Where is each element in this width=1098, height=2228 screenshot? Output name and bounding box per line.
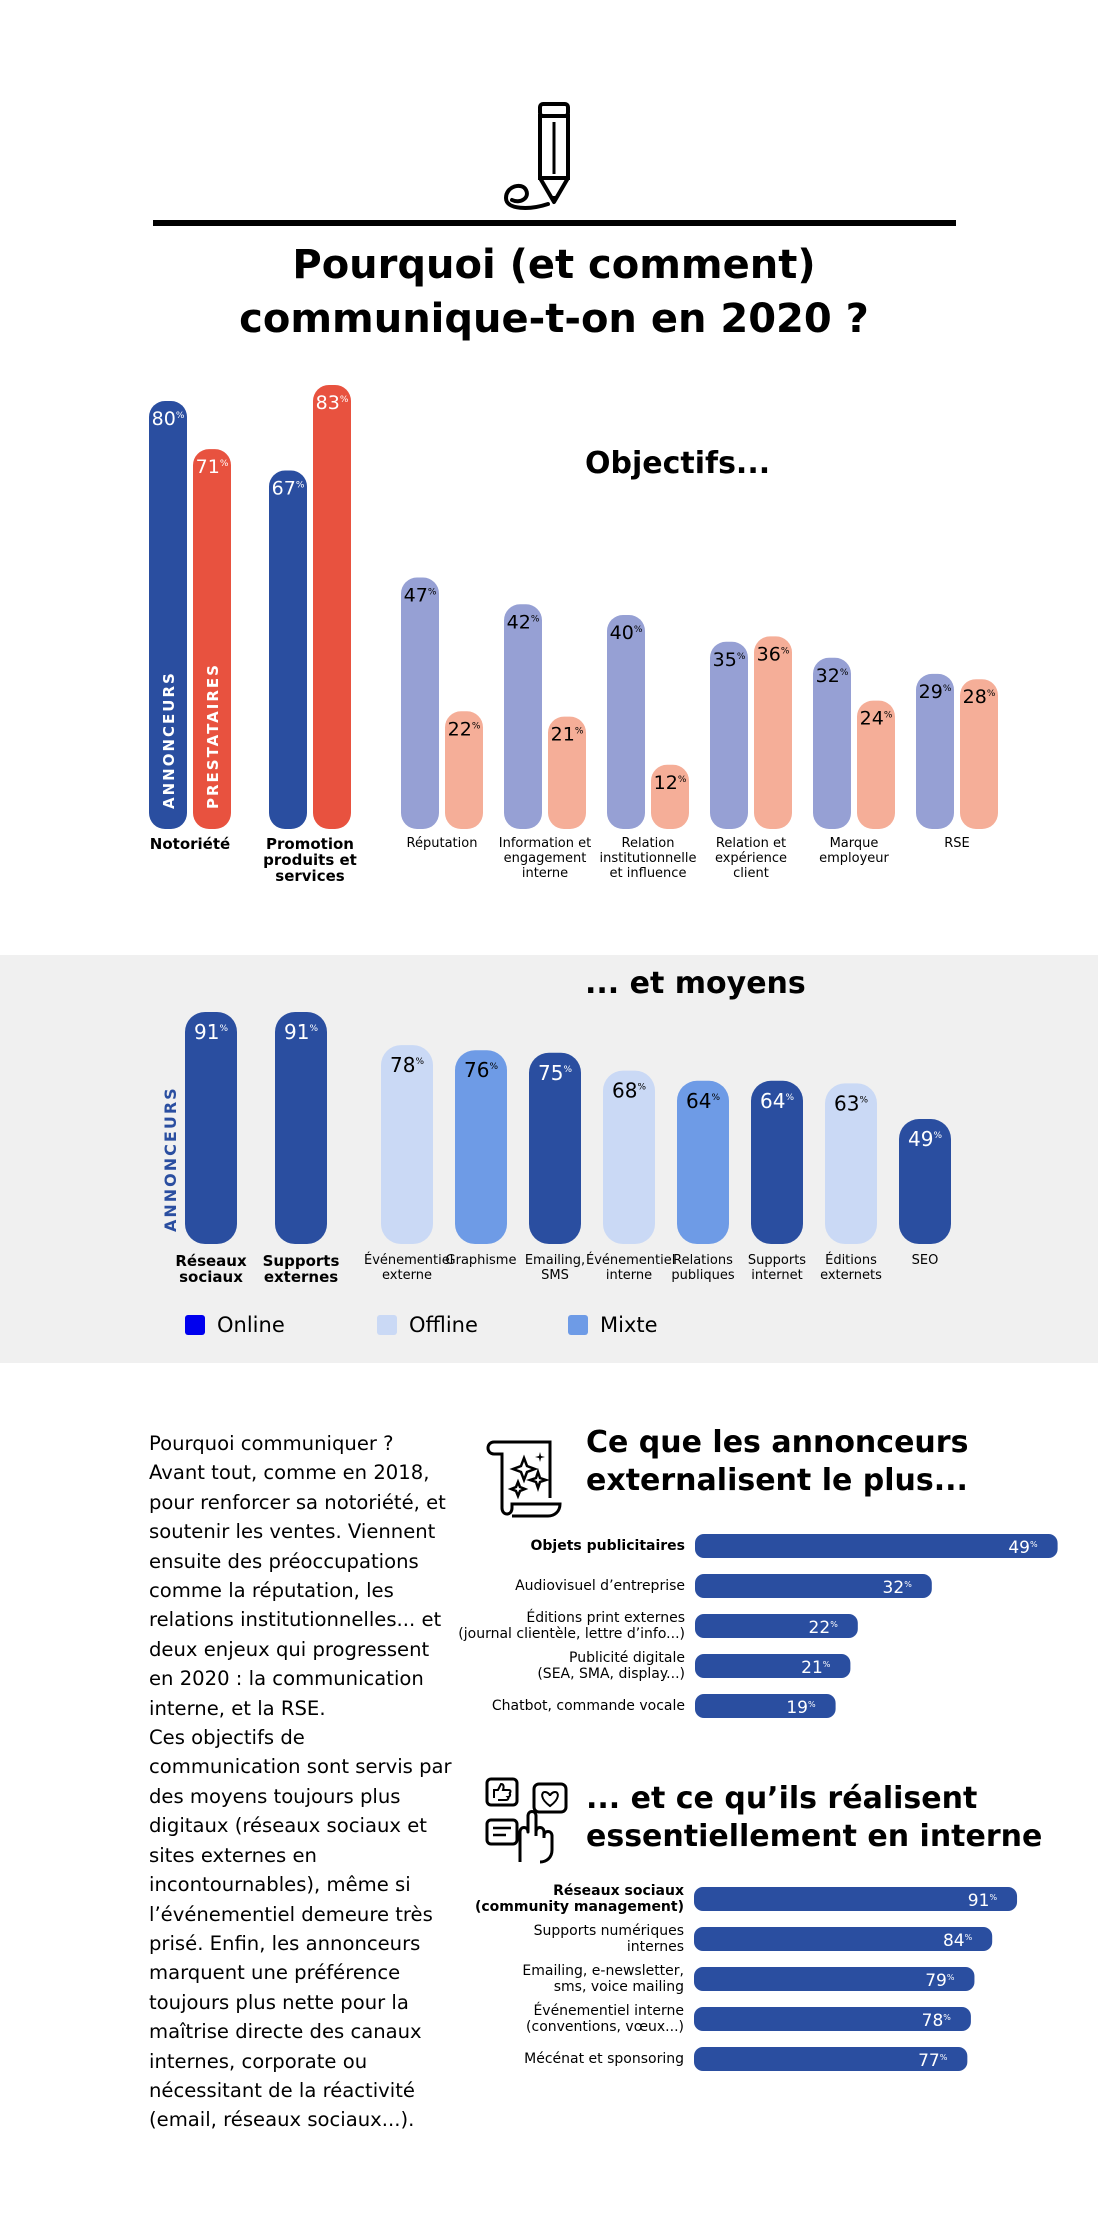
objectifs-bar-prestataires-relation-institutionnelle-et-influence [651,764,689,829]
moyens-label-evenementiel-interne: Événementiel interne [586,1253,676,1283]
moyens-label-supports-externes: Supports externes [262,1252,340,1286]
moyens-bar-evenementiel-externe [381,1045,433,1244]
objectifs-bar-annonceurs-marque-employeur [813,657,851,829]
objectifs-bar-prestataires-promotion-produits-et-services [313,384,351,829]
legend-swatch-online [185,1315,205,1335]
objectifs-bar-prestataires-marque-employeur [857,700,895,829]
moyens-bar-editions-externets [825,1083,877,1244]
objectifs-label-marque-employeur: Marque employeur [819,836,889,866]
interne-bar-supports-numeriques-internes [694,1927,993,1951]
legend-label-mixte: Mixte [600,1313,658,1337]
page-title: Pourquoi (et comment) communique-t-on en… [149,238,959,346]
objectifs-bar-annonceurs-notoriete [149,401,187,829]
objectifs-bar-annonceurs-relation-institutionnelle-et-influence [607,615,645,829]
moyens-title: ... et moyens [585,966,806,1001]
header-divider [153,220,956,226]
legend-swatch-offline [377,1315,397,1335]
objectifs-bar-prestataires-information-et-engagement-interne [548,716,586,829]
externalisent-title: Ce que les annonceurs externalisent le p… [586,1424,968,1500]
intro-paragraph: Pourquoi communiquer ? Avant tout, comme… [149,1432,452,2132]
moyens-label-editions-externets: Éditions externets [820,1253,882,1283]
moyens-bar-graphisme [455,1050,507,1244]
objectifs-bar-prestataires-notoriete [193,449,231,829]
interne-bar-reseaux-sociaux-community-management [694,1887,1018,1911]
moyens-bar-supports-externes [275,1011,327,1244]
objectifs-label-relation-institutionnelle-et-influence: Relation institutionnelle et influence [599,836,697,881]
interne-label-mecenat-et-sponsoring: Mécénat et sponsoring [524,2051,684,2067]
objectifs-series-label-annonceurs: ANNONCEURS [160,671,178,809]
externalisent-bar-editions-print-externes-journal-clientele-lettre-d-info [695,1614,858,1638]
interne-chart: 91%84%79%78%77% [694,1887,1018,2071]
page-title-line1: Pourquoi (et comment) [292,242,816,288]
moyens-label-relations-publiques: Relations publiques [671,1253,735,1283]
scroll-sparkles-icon [484,1436,568,1524]
legend-online: Online [185,1312,285,1338]
externalisent-label-objets-publicitaires: Objets publicitaires [530,1538,686,1554]
moyens-value-evenementiel-externe: 78% [390,1053,424,1077]
interne-title-line1: ... et ce qu’ils réalisent [586,1781,978,1816]
moyens-label-seo: SEO [911,1253,939,1268]
moyens-bar-supports-internet [751,1080,803,1244]
objectifs-label-relation-et-experience-client: Relation et expérience client [714,836,788,881]
objectifs-label-rse: RSE [944,836,970,851]
moyens-label-graphisme: Graphisme [445,1253,517,1268]
moyens-label-evenementiel-externe: Événementiel externe [364,1253,454,1283]
moyens-bar-reseaux-sociaux [185,1011,237,1244]
objectifs-bar-annonceurs-information-et-engagement-interne [504,604,542,829]
objectifs-label-information-et-engagement-interne: Information et engagement interne [498,836,592,881]
legend-label-offline: Offline [409,1313,478,1337]
externalisent-label-chatbot-commande-vocale: Chatbot, commande vocale [491,1698,685,1714]
page-title-line2: communique-t-on en 2020 ? [239,296,869,342]
interne-bar-emailing-e-newsletter-sms-voice-mailing [694,1967,975,1991]
objectifs-bar-annonceurs-promotion-produits-et-services [269,470,307,829]
externalisent-chart: 49%32%22%21%19% [695,1534,1058,1718]
interne-label-reseaux-sociaux-community-management: Réseaux sociaux (community management) [474,1883,684,1915]
interne-label-supports-numeriques-internes: Supports numériques internes [533,1923,684,1955]
objectifs-chart: 80%ANNONCEURS71%PRESTATAIRES67%83%47%22%… [149,384,998,829]
social-media-hand-icon [484,1776,570,1868]
legend-swatch-mixte [568,1315,588,1335]
externalisent-label-publicite-digitale-sea-sma-display: Publicité digitale (SEA, SMA, display...… [537,1650,685,1682]
moyens-side-label: ANNONCEURS [161,1086,180,1232]
objectifs-label-notoriete: Notoriété [149,835,231,853]
objectifs-title: Objectifs... [585,446,771,481]
moyens-bar-seo [899,1119,951,1244]
externalisent-bar-audiovisuel-d-entreprise [695,1574,932,1598]
objectifs-bar-prestataires-rse [960,679,998,829]
objectifs-bar-annonceurs-reputation [401,577,439,829]
moyens-chart: 91% 91%78% 76% 75%68%64% 64% 63%49%ANNONCEURS [161,1011,951,1244]
legend-mixte: Mixte [568,1312,658,1338]
externalisent-label-editions-print-externes-journal-clientele-lettre-d-info: Éditions print externes (journal clientè… [458,1610,685,1642]
objectifs-series-label-prestataires: PRESTATAIRES [204,663,222,809]
moyens-bar-evenementiel-interne [603,1070,655,1244]
moyens-label-emailing-sms: Emailing, SMS [524,1253,586,1283]
objectifs-bar-annonceurs-relation-et-experience-client [710,641,748,829]
objectifs-bar-annonceurs-rse [916,673,954,829]
externalisent-title-line1: Ce que les annonceurs [586,1425,969,1460]
objectifs-label-reputation: Réputation [406,836,478,851]
objectifs-label-promotion-produits-et-services: Promotion produits et services [263,835,357,885]
interne-label-emailing-e-newsletter-sms-voice-mailing: Emailing, e-newsletter, sms, voice maili… [522,1963,684,1995]
moyens-label-reseaux-sociaux: Réseaux sociaux [175,1252,247,1286]
interne-bar-mecenat-et-sponsoring [694,2047,968,2071]
interne-label-evenementiel-interne-conventions-v-ux: Événementiel interne (conventions, vœux.… [526,2003,684,2035]
externalisent-title-line2: externalisent le plus... [586,1463,968,1498]
interne-title-line2: essentiellement en interne [586,1819,1043,1854]
objectifs-bar-prestataires-reputation [445,711,483,829]
legend-label-online: Online [217,1313,285,1337]
externalisent-bar-publicite-digitale-sea-sma-display [695,1654,851,1678]
externalisent-label-audiovisuel-d-entreprise: Audiovisuel d’entreprise [515,1578,685,1594]
legend-offline: Offline [377,1312,478,1338]
pen-writing-icon [500,98,580,216]
interne-title: ... et ce qu’ils réalisent essentielleme… [586,1780,1042,1856]
externalisent-bar-chatbot-commande-vocale [695,1694,836,1718]
interne-bar-evenementiel-interne-conventions-v-ux [694,2007,971,2031]
externalisent-bar-objets-publicitaires [695,1534,1058,1558]
moyens-bar-relations-publiques [677,1080,729,1244]
objectifs-bar-prestataires-relation-et-experience-client [754,636,792,829]
moyens-label-supports-internet: Supports internet [747,1253,807,1283]
moyens-bar-emailing-sms [529,1052,581,1244]
